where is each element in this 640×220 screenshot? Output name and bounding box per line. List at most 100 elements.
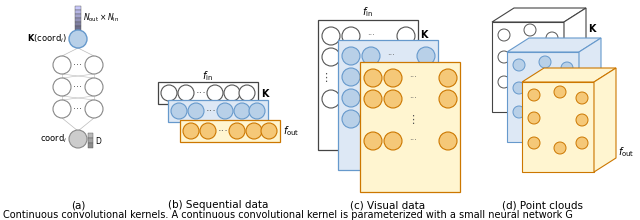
Circle shape [384, 90, 402, 108]
Text: ···: ··· [367, 53, 375, 62]
Text: $f_{\mathrm{out}}$: $f_{\mathrm{out}}$ [618, 145, 634, 159]
Circle shape [246, 123, 262, 139]
Text: $\mathbf{K}(\mathrm{coord}_i)$: $\mathbf{K}(\mathrm{coord}_i)$ [27, 33, 67, 45]
Circle shape [322, 90, 340, 108]
Text: $f_{\mathrm{out}}$: $f_{\mathrm{out}}$ [283, 124, 300, 138]
Bar [75, 26, 81, 30]
Circle shape [498, 51, 510, 63]
Bar [507, 52, 579, 142]
Circle shape [342, 48, 360, 66]
Circle shape [342, 89, 360, 107]
Circle shape [539, 112, 551, 124]
Circle shape [362, 89, 380, 107]
Circle shape [384, 69, 402, 87]
Text: $\mathbf{K}$: $\mathbf{K}$ [261, 87, 271, 99]
Circle shape [234, 103, 250, 119]
Circle shape [342, 90, 360, 108]
Text: ···: ··· [367, 95, 375, 103]
Circle shape [207, 85, 223, 101]
Polygon shape [522, 68, 616, 82]
Circle shape [342, 27, 360, 45]
Bar [318, 20, 418, 150]
Circle shape [249, 103, 265, 119]
Bar [492, 22, 564, 112]
Circle shape [528, 89, 540, 101]
Bar [88, 133, 93, 138]
Circle shape [524, 82, 536, 94]
Circle shape [85, 100, 103, 118]
Text: ⋮: ⋮ [408, 115, 419, 125]
Circle shape [397, 27, 415, 45]
Text: $N_{\mathrm{out}} \times N_{\mathrm{in}}$: $N_{\mathrm{out}} \times N_{\mathrm{in}}… [83, 12, 119, 24]
Text: ···: ··· [74, 60, 83, 70]
Circle shape [85, 56, 103, 74]
Bar [158, 82, 258, 104]
Circle shape [224, 85, 240, 101]
Bar [180, 120, 280, 142]
Circle shape [417, 47, 435, 65]
Circle shape [342, 68, 360, 86]
Polygon shape [594, 68, 616, 172]
Circle shape [178, 85, 194, 101]
Polygon shape [492, 8, 586, 22]
Circle shape [342, 110, 360, 128]
Bar [75, 6, 81, 10]
Text: ···: ··· [387, 94, 395, 103]
Circle shape [364, 69, 382, 87]
Circle shape [439, 69, 457, 87]
Text: ···: ··· [387, 73, 395, 81]
Circle shape [342, 47, 360, 65]
Circle shape [53, 56, 71, 74]
Bar [75, 10, 81, 14]
Polygon shape [507, 38, 601, 52]
Circle shape [239, 85, 255, 101]
Circle shape [539, 56, 551, 68]
Circle shape [524, 24, 536, 36]
Text: ···: ··· [409, 136, 417, 145]
Circle shape [397, 48, 415, 66]
Circle shape [53, 100, 71, 118]
Text: (b) Sequential data: (b) Sequential data [168, 200, 268, 210]
Text: $\mathrm{coord}_i$: $\mathrm{coord}_i$ [40, 133, 67, 145]
Circle shape [384, 132, 402, 150]
Text: (d) Point clouds: (d) Point clouds [502, 200, 582, 210]
Circle shape [417, 110, 435, 128]
Text: ···: ··· [367, 31, 375, 40]
Circle shape [561, 62, 573, 74]
Circle shape [546, 56, 558, 68]
Bar [75, 14, 81, 18]
Circle shape [528, 112, 540, 124]
Circle shape [554, 86, 566, 98]
Circle shape [364, 132, 382, 150]
Text: $f_{\mathrm{in}}$: $f_{\mathrm{in}}$ [202, 69, 214, 83]
Circle shape [217, 103, 233, 119]
Circle shape [322, 27, 340, 45]
Circle shape [561, 106, 573, 118]
Circle shape [362, 68, 380, 86]
Bar [88, 143, 93, 148]
Text: ···: ··· [218, 126, 228, 136]
Text: ⋮: ⋮ [321, 73, 332, 83]
Text: ···: ··· [74, 104, 83, 114]
Bar [360, 62, 460, 192]
Circle shape [362, 47, 380, 65]
Circle shape [513, 59, 525, 71]
Circle shape [200, 123, 216, 139]
Circle shape [498, 29, 510, 41]
Circle shape [561, 84, 573, 96]
Polygon shape [579, 38, 601, 142]
Circle shape [85, 78, 103, 96]
Circle shape [498, 76, 510, 88]
Text: Continuous convolutional kernels. A continuous convolutional kernel is parameter: Continuous convolutional kernels. A cont… [3, 210, 573, 220]
Text: (a): (a) [71, 200, 85, 210]
Text: (c) Visual data: (c) Visual data [351, 200, 426, 210]
Circle shape [53, 78, 71, 96]
Circle shape [513, 106, 525, 118]
Circle shape [364, 90, 382, 108]
Text: ···: ··· [387, 114, 395, 123]
Circle shape [69, 130, 87, 148]
Circle shape [439, 90, 457, 108]
Circle shape [528, 137, 540, 149]
Circle shape [417, 68, 435, 86]
Text: ···: ··· [409, 73, 417, 82]
